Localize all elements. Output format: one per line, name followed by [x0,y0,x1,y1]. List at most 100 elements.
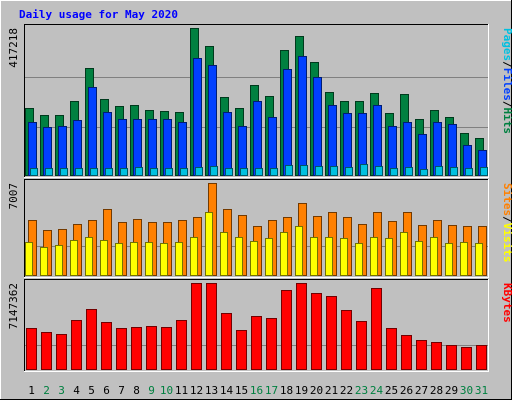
bar-files [88,87,97,176]
bar-files [148,119,157,176]
bar-sites [340,238,348,276]
bar-sites [25,242,33,276]
bar-kbytes [416,340,427,370]
bar-sites [175,242,183,276]
bar-kbytes [191,283,202,370]
bar-sites [355,243,363,276]
bar-files [73,120,82,176]
bar-sites [250,241,258,276]
bar-kbytes [281,290,292,370]
bar-kbytes [296,283,307,370]
day-label: 25 [385,384,398,397]
bar-kbytes [401,335,412,370]
bar-kbytes [56,334,67,370]
bar-sites [100,240,108,276]
bar-pages [90,168,98,176]
bar-files [178,122,187,176]
day-label: 7 [118,384,125,397]
bar-sites [295,226,303,276]
bar-kbytes [146,326,157,370]
bar-kbytes [266,318,277,370]
bar-pages [255,168,263,176]
bar-files [313,77,322,176]
bar-pages [480,167,488,176]
bar-pages [420,169,428,176]
bar-kbytes [386,328,397,370]
bar-kbytes [356,321,367,370]
bar-pages [225,168,233,176]
bar-sites [235,237,243,276]
bar-kbytes [131,327,142,370]
bar-sites [385,238,393,276]
legend: KBytes [501,283,512,323]
bar-kbytes [161,327,172,370]
legend-item: Sites [501,183,512,216]
bar-pages [405,167,413,176]
bar-pages [45,168,53,176]
bar-kbytes [311,293,322,370]
bar-files [328,105,337,176]
bar-sites [475,243,483,276]
bar-files [118,119,127,176]
day-label: 6 [103,384,110,397]
bar-sites [370,237,378,276]
day-label: 3 [58,384,65,397]
bar-sites [430,237,438,276]
panel-visits-sites: 7007 Sites/Visits [7,179,512,278]
day-label: 2 [43,384,50,397]
bar-sites [445,243,453,276]
bar-kbytes [446,345,457,370]
bar-kbytes [116,328,127,370]
bar-files [103,112,112,176]
bar-pages [195,167,203,176]
x-axis-day-labels: 1 2 3 4 5 6 7 8 9 10 11 12 13 14 15 16 17 18 19 20 21 22 23 24 2… [28,384,488,397]
bar-pages [135,167,143,176]
y-max-label: 417218 [7,28,20,68]
day-label: 18 [280,384,293,397]
day-label: 10 [160,384,173,397]
bar-kbytes [41,332,52,370]
bar-pages [315,166,323,176]
bar-files [223,112,232,176]
bar-kbytes [476,345,487,370]
legend-item: Pages [501,28,512,61]
bar-files [253,101,262,176]
bar-sites [55,245,63,276]
bar-sites [70,240,78,276]
day-label: 13 [205,384,218,397]
day-label: 24 [370,384,384,397]
bar-pages [60,168,68,176]
y-max-label: 7007 [7,183,20,210]
series-kbytes [26,283,487,370]
bar-sites [115,243,123,276]
bar-kbytes [71,320,82,370]
bar-kbytes [206,283,217,370]
bar-sites [400,232,408,276]
bar-pages [300,165,308,176]
bar-files [28,122,37,176]
bar-sites [220,232,228,276]
bar-sites [130,242,138,276]
legend-item: Hits [501,108,512,135]
bar-pages [465,168,473,176]
bar-pages [360,164,368,176]
day-label: 12 [190,384,203,397]
legend-item: / [501,101,512,108]
series-sites [25,212,483,276]
day-label: 16 [250,384,263,397]
bar-kbytes [461,347,472,370]
bar-pages [30,168,38,176]
chart-title: Daily usage for May 2020 [19,8,178,21]
bar-kbytes [326,296,337,370]
bar-sites [145,242,153,276]
day-label: 20 [310,384,323,397]
bar-kbytes [221,313,232,370]
bar-files [193,58,202,176]
bar-files [283,69,292,176]
bar-pages [450,167,458,176]
bar-files [343,113,352,176]
legend-item: / [501,61,512,68]
bar-sites [280,232,288,276]
legend-item: KBytes [501,283,512,323]
